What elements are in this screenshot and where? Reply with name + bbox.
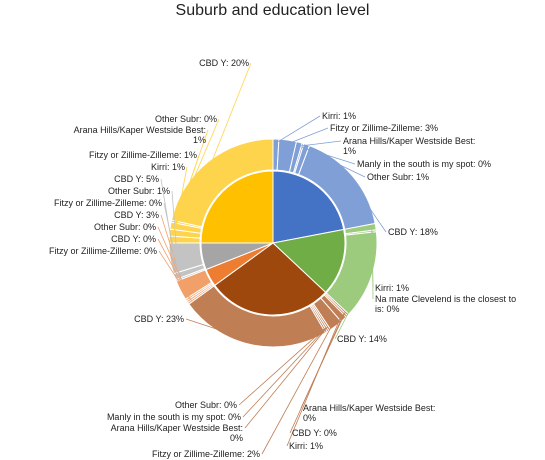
leader-line <box>334 274 369 340</box>
leader-line <box>244 326 328 429</box>
data-label: CBD Y: 14% <box>337 334 387 344</box>
leader-line <box>160 178 175 258</box>
data-label: Arana Hills/Kaper Westside Best: 0% <box>111 423 243 443</box>
leader-line <box>157 238 191 300</box>
data-label: Kirri: 1% <box>322 111 356 121</box>
leader-line <box>286 316 342 447</box>
leader-line <box>171 190 179 276</box>
leader-line <box>185 318 253 342</box>
outer-slice <box>170 138 274 228</box>
leader-line <box>160 214 185 289</box>
data-label: CBD Y: 20% <box>199 58 249 68</box>
data-label: Fitzy or Zillime-Zilleme: 2% <box>152 449 260 459</box>
data-label: CBD Y: 23% <box>134 314 184 324</box>
leader-line <box>275 115 321 144</box>
data-label: CBD Y: 0% <box>292 428 337 438</box>
inner-slice <box>271 228 346 293</box>
data-label: Other Subr: 0% <box>175 400 237 410</box>
leader-line <box>301 146 356 165</box>
leader-lines <box>157 62 387 455</box>
data-label: CBD Y: 0% <box>111 234 156 244</box>
data-label: Fitzy or Zillime-Zilleme: 0% <box>49 246 157 256</box>
data-label: Fitzy or Zillime-Zilleme: 1% <box>89 150 197 160</box>
leader-line <box>287 127 329 145</box>
leader-line <box>174 118 220 223</box>
data-label: CBD Y: 5% <box>114 174 159 184</box>
outer-ring <box>168 138 378 348</box>
leader-line <box>163 202 181 280</box>
leader-line <box>371 231 374 300</box>
leader-line <box>298 140 342 147</box>
data-label: Manly in the south is my spot: 0% <box>107 412 241 422</box>
leader-line <box>158 250 192 302</box>
leader-line <box>157 226 190 298</box>
leader-line <box>261 322 334 455</box>
data-label: Arana Hills/Kaper Westside Best: 1% <box>74 125 206 145</box>
data-label: Fitzy or Zillime-Zilleme: 3% <box>330 123 438 133</box>
data-label: Kirri: 1% <box>289 441 323 451</box>
leader-line <box>238 328 325 406</box>
data-label: CBD Y: 18% <box>388 227 438 237</box>
data-label: Other Subr: 1% <box>367 172 429 182</box>
leader-line <box>349 178 387 233</box>
leader-line <box>242 327 327 418</box>
inner-slice <box>200 170 274 244</box>
data-label: Arana Hills/Kaper Westside Best: 0% <box>303 403 435 423</box>
data-label: Other Subr: 0% <box>155 114 217 124</box>
leader-line <box>210 62 252 166</box>
chart-title: Suburb and education level <box>175 2 370 19</box>
data-label: Other Subr: 0% <box>94 222 156 232</box>
data-label: Fitzy or Zillime-Zilleme: 0% <box>54 198 162 208</box>
data-label: Na mate Clevelend is the closest to is: 0… <box>375 294 516 314</box>
data-label: Manly in the south is my spot: 0% <box>357 159 491 169</box>
data-label: Kirri: 1% <box>375 283 409 293</box>
inner-ring <box>200 170 346 316</box>
leader-line <box>305 148 366 178</box>
data-label: Other Subr: 1% <box>108 186 170 196</box>
inner-slice <box>272 170 345 244</box>
inner-slice <box>214 242 327 316</box>
data-label: CBD Y: 3% <box>114 210 159 220</box>
data-labels: Kirri: 1% Fitzy or Zillime-Zilleme: 3% Ara… <box>49 58 516 459</box>
data-label: Kirri: 1% <box>151 162 185 172</box>
data-label: Arana Hills/Kaper Westside Best: 1% <box>343 136 475 156</box>
